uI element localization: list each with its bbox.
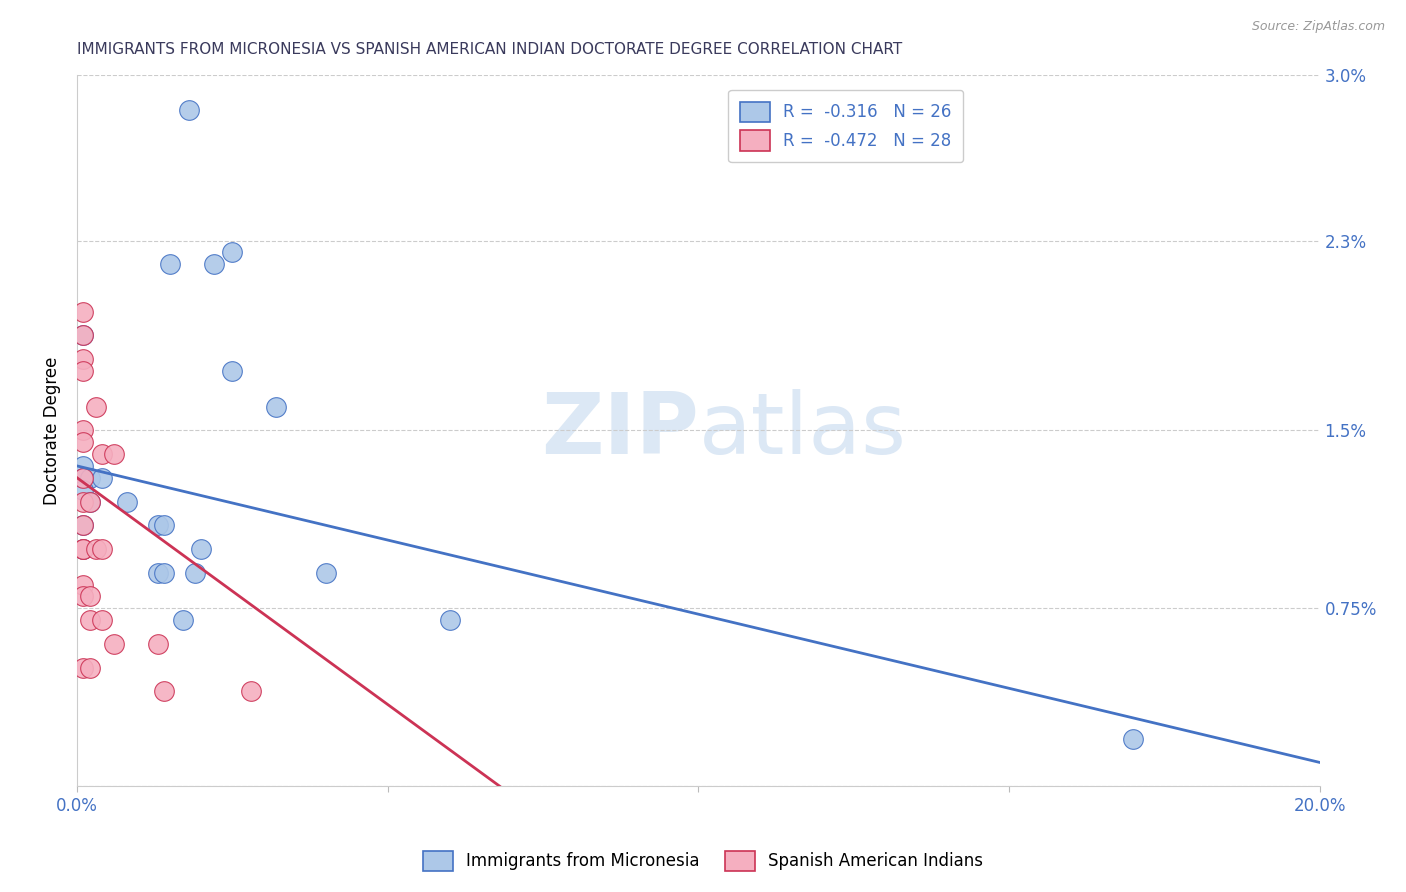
Point [72, 435, 94, 450]
Point [84, 400, 107, 414]
Point [190, 541, 212, 556]
Point [72, 660, 94, 674]
Point [72, 328, 94, 343]
Point [184, 566, 207, 580]
Point [91, 447, 114, 461]
Point [72, 471, 94, 485]
Point [221, 364, 243, 378]
Point [146, 518, 169, 533]
Point [91, 613, 114, 627]
Point [72, 541, 94, 556]
Point [240, 684, 263, 698]
Point [79, 471, 101, 485]
Point [72, 483, 94, 497]
Point [115, 494, 138, 508]
Point [79, 613, 101, 627]
Point [72, 541, 94, 556]
Point [72, 590, 94, 604]
Point [79, 660, 101, 674]
Point [221, 245, 243, 260]
Point [79, 494, 101, 508]
Point [159, 257, 181, 271]
Point [72, 364, 94, 378]
Text: Source: ZipAtlas.com: Source: ZipAtlas.com [1251, 20, 1385, 33]
Point [72, 577, 94, 591]
Point [439, 613, 461, 627]
Point [177, 103, 200, 118]
Point [91, 471, 114, 485]
Point [264, 400, 287, 414]
Text: atlas: atlas [699, 389, 907, 472]
Point [72, 305, 94, 319]
Point [79, 494, 101, 508]
Point [202, 257, 225, 271]
Point [153, 518, 176, 533]
Text: ZIP: ZIP [541, 389, 699, 472]
Legend: Immigrants from Micronesia, Spanish American Indians: Immigrants from Micronesia, Spanish Amer… [415, 842, 991, 880]
Point [153, 566, 176, 580]
Point [315, 566, 337, 580]
Point [72, 541, 94, 556]
Point [103, 637, 125, 651]
Point [72, 328, 94, 343]
Point [72, 494, 94, 508]
Point [72, 471, 94, 485]
Point [103, 447, 125, 461]
Point [1122, 731, 1144, 746]
Y-axis label: Doctorate Degree: Doctorate Degree [44, 356, 60, 505]
Point [72, 518, 94, 533]
Point [153, 684, 176, 698]
Point [146, 637, 169, 651]
Point [79, 590, 101, 604]
Legend: R =  -0.316   N = 26, R =  -0.472   N = 28: R = -0.316 N = 26, R = -0.472 N = 28 [728, 90, 963, 162]
Point [72, 458, 94, 473]
Point [91, 541, 114, 556]
Point [172, 613, 194, 627]
Point [72, 423, 94, 437]
Point [146, 566, 169, 580]
Point [84, 541, 107, 556]
Text: IMMIGRANTS FROM MICRONESIA VS SPANISH AMERICAN INDIAN DOCTORATE DEGREE CORRELATI: IMMIGRANTS FROM MICRONESIA VS SPANISH AM… [77, 42, 903, 57]
Point [72, 518, 94, 533]
Point [72, 352, 94, 367]
